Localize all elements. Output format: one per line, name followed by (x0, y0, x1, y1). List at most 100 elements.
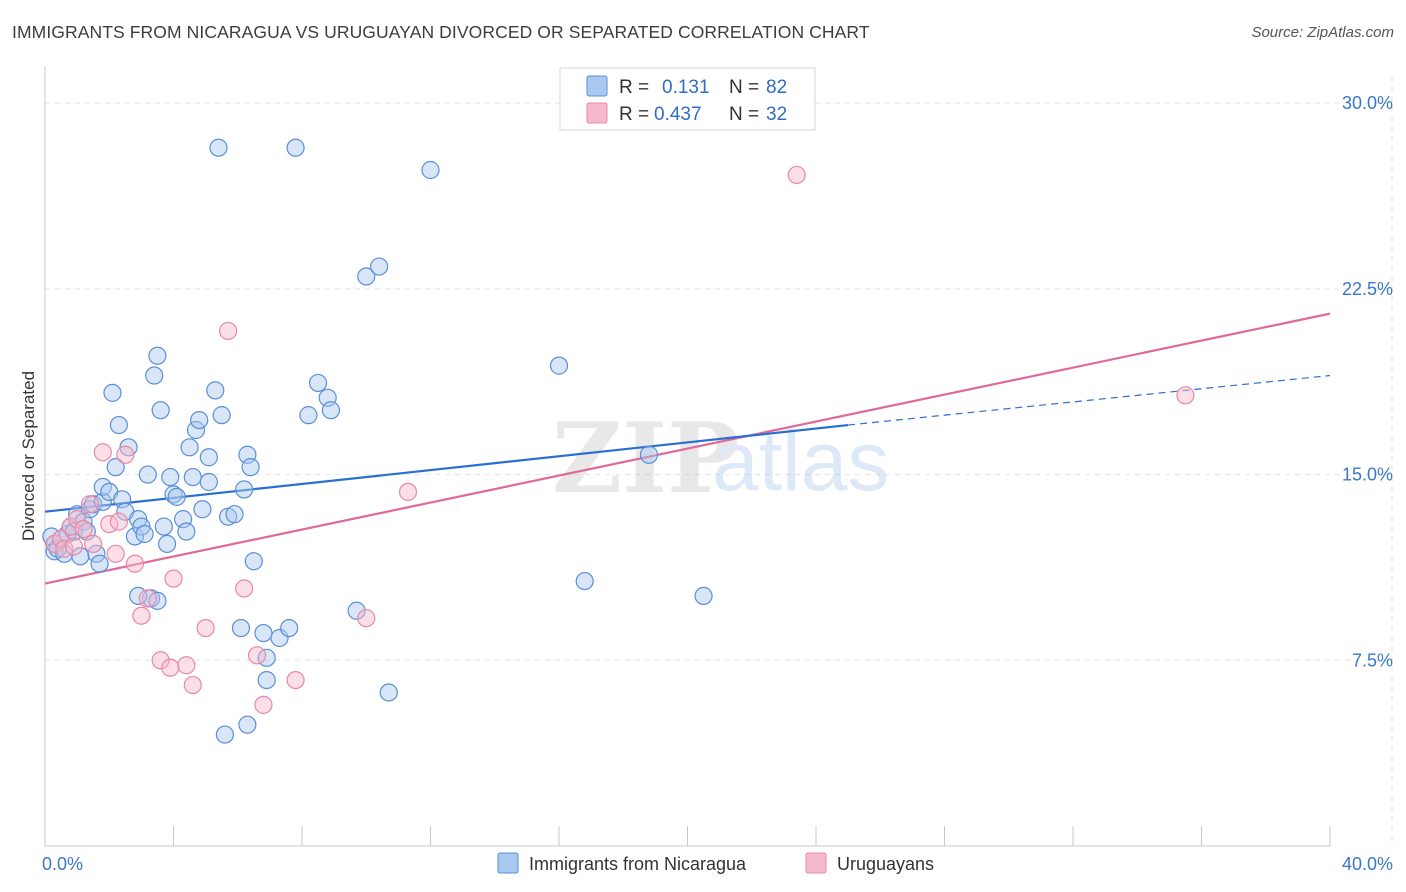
nicaragua-point-41 (177, 522, 196, 541)
nicaragua-point-58 (241, 458, 260, 477)
uruguayans-point-21 (219, 321, 238, 341)
uruguayans-point-22 (235, 579, 254, 598)
bottom-legend-label-uruguayans: Uruguayans (837, 854, 934, 874)
uruguayans-point-8 (93, 443, 112, 462)
nicaragua-point-72 (379, 683, 398, 702)
uruguayans-point-31 (64, 537, 84, 556)
trend-line-nicaragua (44, 423, 849, 513)
nicaragua-point-30 (138, 465, 157, 484)
uruguayans-point-17 (164, 569, 183, 588)
nicaragua-point-51 (212, 406, 231, 425)
series-uruguayans-points (45, 165, 1195, 714)
bottom-legend-label-nicaragua: Immigrants from Nicaragua (529, 854, 747, 874)
nicaragua-point-76 (639, 445, 659, 464)
nicaragua-point-42 (180, 438, 199, 457)
nicaragua-point-20 (103, 383, 122, 402)
uruguayans-point-7 (84, 534, 103, 554)
nicaragua-point-16 (90, 554, 109, 573)
trend-lines (44, 312, 1331, 585)
uruguayans-point-10 (106, 544, 125, 563)
nicaragua-point-64 (286, 138, 305, 157)
uruguayans-point-11 (116, 445, 135, 464)
bottom-legend-swatch-blue (497, 852, 519, 874)
series-legend: Immigrants from Nicaragua Uruguayans (497, 852, 934, 874)
uruguayans-point-14 (138, 589, 157, 608)
nicaragua-point-35 (154, 517, 173, 536)
legend-r-value-blue: 0.131 (662, 77, 710, 98)
nicaragua-point-68 (321, 401, 341, 420)
legend-swatch-pink (586, 102, 608, 124)
nicaragua-point-46 (193, 500, 212, 519)
nicaragua-point-45 (190, 410, 209, 430)
uruguayans-point-4 (68, 510, 87, 529)
uruguayans-point-24 (254, 695, 273, 714)
legend-stats-box: R = 0.131 N = 82 R = 0.437 N = 32 (559, 67, 816, 131)
uruguayans-point-12 (125, 554, 145, 573)
uruguayans-point-19 (183, 675, 202, 695)
nicaragua-point-50 (209, 138, 228, 157)
uruguayans-point-16 (161, 658, 180, 677)
chart-title: IMMIGRANTS FROM NICARAGUA VS URUGUAYAN D… (12, 22, 870, 42)
nicaragua-point-49 (206, 381, 225, 400)
uruguayans-point-26 (357, 609, 376, 628)
source-credit: Source: ZipAtlas.com (1251, 24, 1394, 41)
nicaragua-point-78 (215, 725, 234, 744)
legend-n-label-blue: N = (729, 77, 759, 98)
bottom-legend-swatch-pink (805, 852, 827, 874)
uruguayans-point-23 (247, 646, 267, 665)
nicaragua-point-77 (694, 586, 713, 606)
legend-n-label-pink: N = (729, 104, 759, 125)
nicaragua-point-65 (299, 406, 318, 425)
tick-labels: 7.5% 15.0% 22.5% 30.0% 0.0% 40.0% (42, 93, 1393, 874)
nicaragua-point-66 (308, 373, 328, 393)
nicaragua-point-60 (254, 623, 273, 643)
nicaragua-point-56 (238, 715, 257, 734)
uruguayans-point-30 (109, 512, 128, 531)
legend-r-value-pink: 0.437 (654, 104, 702, 125)
nicaragua-point-38 (164, 485, 183, 504)
nicaragua-point-32 (145, 366, 164, 385)
y-tick-label-0: 7.5% (1352, 650, 1393, 670)
watermark-atlas: atlas (712, 414, 889, 508)
nicaragua-point-55 (235, 480, 254, 499)
uruguayans-point-20 (196, 618, 215, 638)
uruguayans-point-13 (132, 606, 151, 625)
nicaragua-point-69 (347, 601, 366, 620)
nicaragua-point-22 (109, 415, 128, 435)
nicaragua-point-36 (157, 534, 177, 554)
nicaragua-point-47 (199, 472, 218, 492)
uruguayans-point-28 (787, 165, 806, 185)
uruguayans-point-5 (74, 519, 93, 539)
nicaragua-point-37 (161, 467, 180, 487)
legend-r-label-blue: R = (619, 77, 649, 98)
trend-line-uruguayans (44, 312, 1331, 585)
uruguayans-point-15 (151, 651, 170, 670)
y-tick-label-3: 30.0% (1342, 93, 1393, 113)
uruguayans-point-6 (80, 495, 100, 514)
nicaragua-point-33 (148, 346, 167, 365)
nicaragua-point-21 (106, 458, 125, 477)
uruguayans-point-27 (398, 482, 418, 502)
uruguayans-point-25 (286, 670, 305, 690)
nicaragua-point-63 (280, 618, 299, 638)
legend-n-value-blue: 82 (766, 77, 787, 98)
nicaragua-point-59 (244, 552, 263, 571)
uruguayans-point-29 (1176, 386, 1195, 405)
nicaragua-point-75 (575, 571, 594, 591)
x-tick-label-max: 40.0% (1342, 854, 1393, 874)
watermark: ZIP atlas (552, 402, 889, 515)
nicaragua-point-39 (167, 487, 186, 506)
legend-swatch-blue (586, 75, 608, 97)
y-tick-label-2: 22.5% (1342, 279, 1393, 299)
nicaragua-point-70 (357, 267, 376, 286)
nicaragua-point-62 (270, 628, 289, 648)
y-axis-label: Divorced or Separated (19, 371, 38, 541)
x-tick-label-min: 0.0% (42, 854, 83, 874)
nicaragua-point-34 (151, 401, 170, 420)
trend-line-nicaragua-extension (848, 374, 1331, 426)
legend-r-label-pink: R = (619, 104, 649, 125)
nicaragua-point-29 (135, 524, 154, 544)
nicaragua-point-43 (183, 467, 202, 487)
nicaragua-point-48 (199, 448, 218, 467)
